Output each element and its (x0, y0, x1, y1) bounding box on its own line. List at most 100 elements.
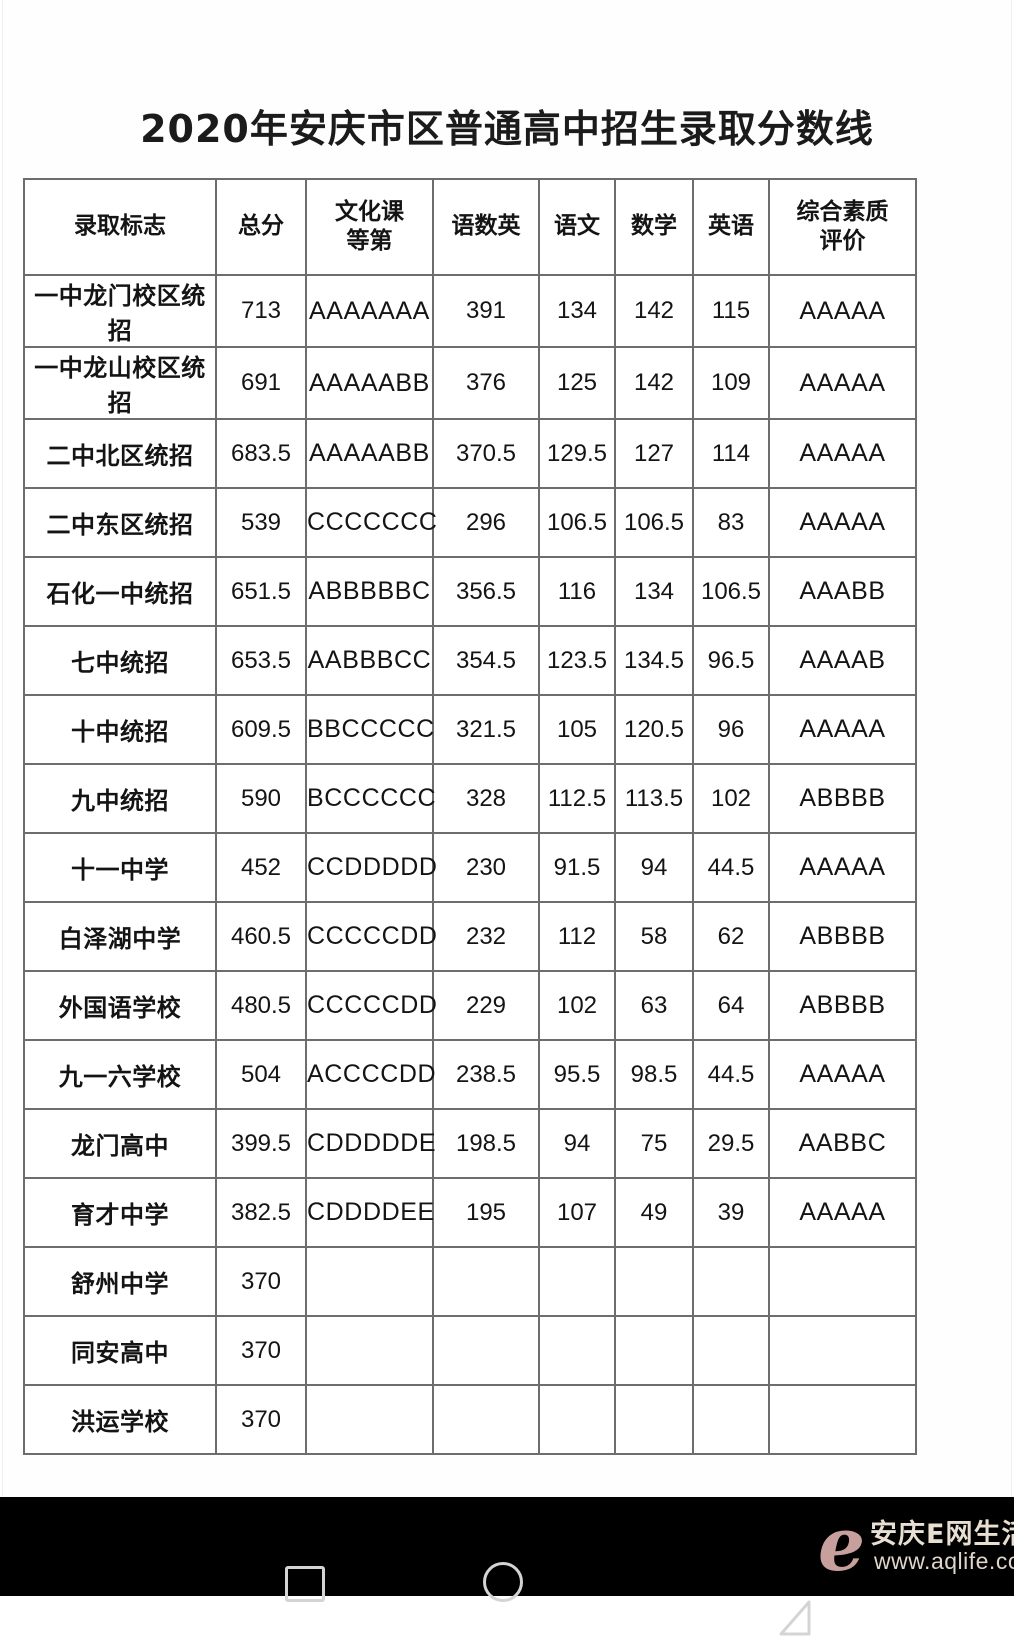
cell-math (614, 1315, 694, 1386)
page-edge-right (1011, 0, 1012, 1497)
table-row: 九中统招 590 BCCCCCC 328 112.5 113.5 102 ABBBB (23, 763, 917, 834)
cell-academic-grade: AAAAABB (305, 418, 434, 489)
cell-math: 113.5 (614, 763, 694, 834)
cell-chinese-math-english (432, 1315, 540, 1386)
cell-academic-grade: AAAAAAA (305, 274, 434, 348)
cell-comprehensive-quality: AAAAA (768, 418, 917, 489)
cell-total-score: 590 (215, 763, 307, 834)
cell-school-name: 石化一中统招 (23, 556, 217, 627)
cell-comprehensive-quality: AAAAA (768, 832, 917, 903)
cell-academic-grade: AABBBCC (305, 625, 434, 696)
cell-academic-grade: CDDDDDE (305, 1108, 436, 1179)
watermark-url: www.aqlife.com (874, 1548, 1014, 1574)
cell-school-name: 外国语学校 (23, 970, 217, 1041)
cell-academic-grade (305, 1384, 434, 1455)
cell-math: 127 (614, 418, 694, 489)
cell-total-score: 651.5 (215, 556, 307, 627)
cell-chinese-math-english: 230 (432, 832, 540, 903)
cell-total-score: 609.5 (215, 694, 307, 765)
cell-total-score: 460.5 (215, 901, 307, 972)
cell-comprehensive-quality: AABBC (768, 1108, 917, 1179)
cell-chinese-math-english: 328 (432, 763, 540, 834)
cell-chinese-math-english (432, 1246, 540, 1317)
cell-school-name: 七中统招 (23, 625, 217, 696)
column-header-academic-grade: 文化课 等第 (305, 178, 434, 276)
cell-school-name: 十中统招 (23, 694, 217, 765)
cell-total-score: 370 (215, 1246, 307, 1317)
cell-academic-grade (305, 1246, 434, 1317)
watermark-logo-icon: e (818, 1502, 866, 1588)
cell-chinese-math-english: 321.5 (432, 694, 540, 765)
cell-academic-grade: CDDDDEE (305, 1177, 434, 1248)
cell-school-name: 同安高中 (23, 1315, 217, 1386)
cell-comprehensive-quality (768, 1315, 917, 1386)
cell-english (692, 1384, 770, 1455)
cell-math: 63 (614, 970, 694, 1041)
cell-chinese: 105 (538, 694, 616, 765)
cell-total-score: 480.5 (215, 970, 307, 1041)
cell-total-score: 691 (215, 346, 307, 420)
cell-school-name: 育才中学 (23, 1177, 217, 1248)
cell-academic-grade: AAAAABB (305, 346, 434, 420)
header-line: 录取标志 (74, 213, 166, 240)
cell-math: 58 (614, 901, 694, 972)
cell-english: 29.5 (692, 1108, 770, 1179)
cell-chinese-math-english: 238.5 (432, 1039, 540, 1110)
cell-school-name: 白泽湖中学 (23, 901, 217, 972)
table-row: 白泽湖中学 460.5 CCCCCDD 232 112 58 62 ABBBB (23, 901, 917, 972)
cell-total-score: 370 (215, 1384, 307, 1455)
cell-comprehensive-quality: AAAAA (768, 1177, 917, 1248)
cell-chinese-math-english: 354.5 (432, 625, 540, 696)
cell-english (692, 1246, 770, 1317)
table-row: 二中东区统招 539 CCCCCCC 296 106.5 106.5 83 AAAAA (23, 487, 917, 558)
header-line: 语文 (554, 213, 600, 240)
column-header-chinese: 语文 (538, 178, 616, 276)
cell-chinese: 95.5 (538, 1039, 616, 1110)
table-row: 一中龙山校区统招 691 AAAAABB 376 125 142 109 AAAAA (23, 346, 917, 420)
cell-total-score: 683.5 (215, 418, 307, 489)
cell-academic-grade: CCCCCDD (305, 901, 437, 972)
cell-comprehensive-quality: AAABB (768, 556, 917, 627)
watermark: e 安庆E网生活 www.aqlife.com (818, 1502, 1014, 1588)
cell-total-score: 653.5 (215, 625, 307, 696)
table-row: 十中统招 609.5 BBCCCCC 321.5 105 120.5 96 AAAAA (23, 694, 917, 765)
cell-english: 114 (692, 418, 770, 489)
recents-icon[interactable] (285, 1566, 325, 1602)
header-line: 评价 (819, 228, 866, 254)
page-edge-left (2, 0, 3, 1497)
cell-academic-grade: ABBBBBC (305, 556, 434, 627)
cell-chinese (538, 1246, 616, 1317)
cell-academic-grade: CCCCCCC (305, 487, 437, 558)
cell-chinese-math-english: 356.5 (432, 556, 540, 627)
cell-chinese-math-english: 391 (432, 274, 540, 348)
watermark-brand: 安庆E网生活 (870, 1519, 1014, 1550)
cell-chinese: 102 (538, 970, 616, 1041)
cell-school-name: 九中统招 (23, 763, 217, 834)
cell-english: 115 (692, 274, 770, 348)
cell-math: 94 (614, 832, 694, 903)
table-row: 舒州中学 370 (23, 1246, 917, 1317)
cell-total-score: 382.5 (215, 1177, 307, 1248)
home-icon[interactable] (483, 1562, 523, 1602)
admission-score-table: 录取标志 总分 文化课 等第 语数英 语文 数学 (23, 178, 917, 1455)
cell-chinese (538, 1384, 616, 1455)
cell-english: 106.5 (692, 556, 770, 627)
cell-chinese: 116 (538, 556, 616, 627)
cell-comprehensive-quality (768, 1384, 917, 1455)
cell-school-name: 九一六学校 (23, 1039, 217, 1110)
cell-chinese (538, 1315, 616, 1386)
cell-math: 142 (614, 274, 694, 348)
table-row: 十一中学 452 CCDDDDD 230 91.5 94 44.5 AAAAA (23, 832, 917, 903)
cell-total-score: 452 (215, 832, 307, 903)
table-row: 洪运学校 370 (23, 1384, 917, 1455)
table-row: 石化一中统招 651.5 ABBBBBC 356.5 116 134 106.5 AAABB (23, 556, 917, 627)
table-row: 一中龙门校区统招 713 AAAAAAA 391 134 142 115 AAAAA (23, 274, 917, 348)
cell-english: 102 (692, 763, 770, 834)
cell-comprehensive-quality (768, 1246, 917, 1317)
cell-total-score: 370 (215, 1315, 307, 1386)
table-row: 七中统招 653.5 AABBBCC 354.5 123.5 134.5 96.5 AAAAB (23, 625, 917, 696)
cell-school-name: 一中龙门校区统招 (23, 274, 217, 348)
cell-academic-grade: CCDDDDD (305, 832, 437, 903)
cell-comprehensive-quality: AAAAA (768, 694, 917, 765)
column-header-total-score: 总分 (215, 178, 307, 276)
